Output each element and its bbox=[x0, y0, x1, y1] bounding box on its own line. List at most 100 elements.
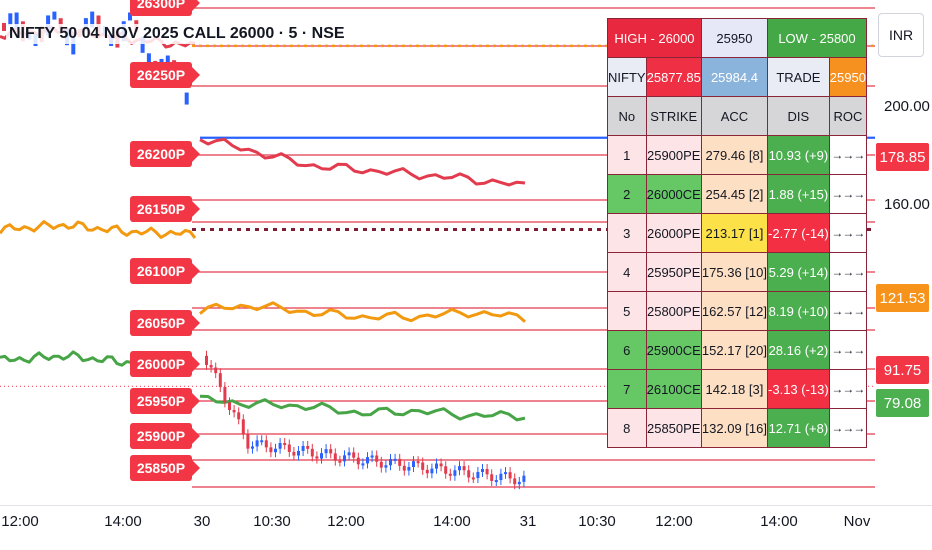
cell-acc: 152.17 [20] bbox=[700, 330, 769, 370]
early-candle-22 bbox=[140, 36, 145, 53]
cell-acc: 142.18 [3] bbox=[700, 369, 769, 409]
candle-body-12 bbox=[260, 440, 264, 443]
candle-body-62 bbox=[490, 474, 494, 481]
candle-body-14 bbox=[269, 447, 273, 453]
early-candle-14 bbox=[90, 11, 95, 28]
price-tag-2: 91.75 bbox=[876, 356, 929, 384]
time-label-1: 14:00 bbox=[104, 513, 142, 530]
time-axis[interactable] bbox=[0, 505, 932, 550]
candle-body-36 bbox=[370, 455, 374, 458]
candle-body-16 bbox=[278, 443, 282, 449]
price-tag-3: 79.08 bbox=[876, 389, 929, 417]
price-axis[interactable] bbox=[875, 0, 932, 505]
cell-roc: →→→ bbox=[828, 213, 868, 253]
candle-body-5 bbox=[228, 402, 231, 411]
time-label-7: 10:30 bbox=[578, 513, 616, 530]
time-label-2: 30 bbox=[193, 513, 211, 530]
cell-no: 2 bbox=[607, 174, 647, 214]
price-label-200: 200.00 bbox=[884, 98, 930, 115]
table-row: 6 25900CE 152.17 [20] 28.16 (+2) →→→ bbox=[607, 330, 868, 370]
table-row: 4 25950PE 175.36 [10] 5.29 (+14) →→→ bbox=[607, 252, 868, 292]
early-candle-2 bbox=[14, 12, 19, 29]
candle-body-6 bbox=[232, 410, 236, 413]
cell-acc: 279.46 [8] bbox=[700, 135, 769, 175]
candle-body-39 bbox=[384, 465, 388, 468]
candle-body-48 bbox=[425, 469, 429, 474]
low-cell: LOW - 25800 bbox=[767, 18, 867, 58]
candle-body-17 bbox=[283, 443, 287, 446]
cell-dis: 8.19 (+10) bbox=[767, 291, 830, 331]
candle-body-64 bbox=[499, 473, 503, 481]
strike-tag-26300P: 26300P bbox=[130, 0, 200, 16]
candle-body-66 bbox=[508, 472, 512, 479]
candle-body-29 bbox=[338, 460, 342, 463]
early-candle-29 bbox=[184, 92, 189, 105]
strike-tag-25900P: 25900P bbox=[130, 423, 200, 449]
cell-acc: 132.09 [16] bbox=[700, 408, 769, 448]
cell-acc: 254.45 [2] bbox=[700, 174, 769, 214]
chart-area[interactable]: NIFTY 50 04 NOV 2025 CALL 26000 · 5 · NS… bbox=[0, 0, 875, 505]
header-roc: ROC bbox=[828, 96, 868, 136]
early-candle-20 bbox=[128, 12, 132, 21]
table-row: 7 26100CE 142.18 [3] -3.13 (-13) →→→ bbox=[607, 369, 868, 409]
chart-title: NIFTY 50 04 NOV 2025 CALL 26000 · 5 · NS… bbox=[6, 24, 348, 44]
cell-acc: 162.57 [12] bbox=[700, 291, 769, 331]
cell-strike: 25900PE bbox=[645, 135, 702, 175]
candle-body-8 bbox=[241, 419, 245, 435]
candle-body-28 bbox=[333, 453, 337, 461]
table-row: 3 26000PE 213.17 [1] -2.77 (-14) →→→ bbox=[607, 213, 868, 253]
candle-body-67 bbox=[513, 478, 517, 485]
cell-strike: 26000CE bbox=[645, 174, 702, 214]
candle-body-31 bbox=[347, 452, 351, 456]
mid-cell: 25950 bbox=[700, 18, 769, 58]
candle-body-23 bbox=[310, 448, 314, 457]
candle-body-57 bbox=[467, 470, 471, 478]
header-acc: ACC bbox=[700, 96, 769, 136]
cell-acc: 213.17 [1] bbox=[700, 213, 769, 253]
candle-body-33 bbox=[356, 457, 360, 465]
table-row: 5 25800PE 162.57 [12] 8.19 (+10) →→→ bbox=[607, 291, 868, 331]
nifty-label: NIFTY bbox=[607, 57, 647, 97]
header-dis: DIS bbox=[767, 96, 830, 136]
cell-strike: 26100CE bbox=[645, 369, 702, 409]
price-tag-0: 178.85 bbox=[876, 143, 929, 171]
time-label-3: 10:30 bbox=[253, 513, 291, 530]
candle-body-7 bbox=[237, 412, 241, 420]
candle-body-19 bbox=[292, 451, 296, 456]
candle-body-50 bbox=[435, 463, 438, 469]
price-tag-1: 121.53 bbox=[876, 284, 929, 312]
candle-body-21 bbox=[301, 445, 305, 451]
cell-no: 5 bbox=[607, 291, 647, 331]
strike-tag-26000P: 26000P bbox=[130, 351, 200, 377]
candle-body-22 bbox=[306, 445, 310, 449]
early-candle-8 bbox=[52, 11, 57, 20]
candle-body-40 bbox=[389, 459, 392, 466]
table-top-row: HIGH - 26000 25950 LOW - 25800 bbox=[607, 18, 867, 58]
cell-strike: 25950PE bbox=[645, 252, 702, 292]
cell-roc: →→→ bbox=[828, 369, 868, 409]
cell-dis: 5.29 (+14) bbox=[767, 252, 830, 292]
table-header-row: No STRIKE ACC DIS ROC bbox=[607, 96, 868, 136]
header-strike: STRIKE bbox=[645, 96, 702, 136]
header-no: No bbox=[607, 96, 647, 136]
candle-body-63 bbox=[494, 480, 498, 483]
time-label-9: 14:00 bbox=[760, 513, 798, 530]
series-line-1-part-0 bbox=[0, 220, 197, 239]
price-label-160: 160.00 bbox=[884, 196, 930, 213]
cell-strike: 25850PE bbox=[645, 408, 702, 448]
cell-strike: 26000PE bbox=[645, 213, 702, 253]
candle-body-30 bbox=[343, 455, 346, 462]
candle-body-60 bbox=[481, 468, 484, 472]
candle-body-34 bbox=[361, 463, 365, 466]
nifty-future: 25984.4 bbox=[700, 57, 769, 97]
trade-label: TRADE bbox=[767, 57, 830, 97]
candle-body-51 bbox=[439, 463, 443, 467]
currency-button[interactable]: INR bbox=[878, 13, 924, 57]
candle-body-52 bbox=[444, 466, 448, 474]
option-table: HIGH - 26000 25950 LOW - 25800 NIFTY 258… bbox=[607, 18, 868, 448]
strike-tag-26200P: 26200P bbox=[130, 141, 200, 167]
cell-roc: →→→ bbox=[828, 174, 868, 214]
cell-no: 8 bbox=[607, 408, 647, 448]
candle-body-47 bbox=[421, 462, 425, 470]
candle-body-1 bbox=[209, 364, 213, 368]
